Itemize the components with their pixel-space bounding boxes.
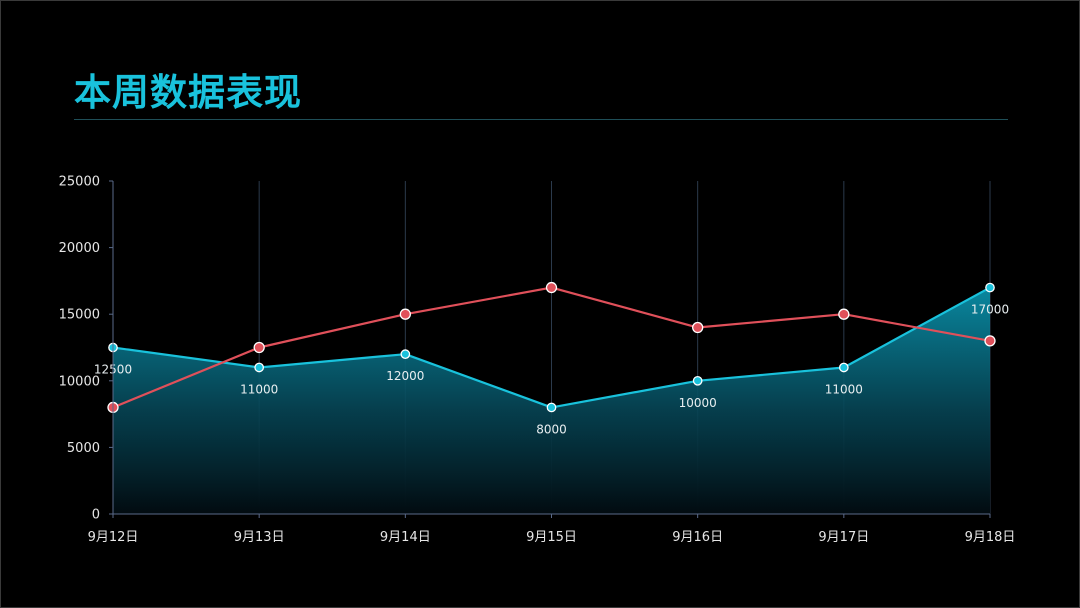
- y-tick-label: 25000: [59, 175, 100, 190]
- data-label: 10000: [679, 396, 717, 410]
- data-label: 12000: [386, 369, 424, 383]
- x-tick-label: 9月17日: [818, 530, 869, 545]
- title-divider: [74, 119, 1008, 120]
- point-layer: [107, 281, 996, 414]
- data-point: [399, 308, 411, 320]
- y-tick-label: 5000: [67, 441, 100, 456]
- data-point: [254, 362, 265, 373]
- data-label: 17000: [971, 303, 1009, 317]
- x-tick-label: 9月15日: [526, 530, 577, 545]
- data-label: 8000: [536, 422, 567, 436]
- y-tick-label: 20000: [59, 241, 100, 256]
- axis-layer: 0 5000 10000 15000 20000 25000 9月12日 9月13日 9月14日…: [59, 175, 1016, 546]
- y-tick-label: 15000: [59, 308, 100, 323]
- data-point: [692, 321, 704, 334]
- y-tick-label: 10000: [59, 374, 100, 389]
- page-title: 本周数据表现: [74, 71, 302, 114]
- data-point: [692, 375, 703, 386]
- data-point: [985, 282, 995, 293]
- x-tick-label: 9月14日: [380, 530, 431, 545]
- data-point: [253, 341, 265, 354]
- x-tick-label: 9月16日: [672, 530, 723, 545]
- data-point: [984, 335, 996, 347]
- data-point: [400, 349, 411, 360]
- x-tick-label: 9月13日: [234, 530, 285, 545]
- y-tick-label: 0: [92, 508, 100, 523]
- x-tick-label: 9月12日: [88, 530, 139, 545]
- data-point: [838, 362, 849, 373]
- data-point: [838, 308, 850, 320]
- series-area-fill: [113, 287, 990, 514]
- data-label: 11000: [825, 382, 863, 396]
- x-tick-label: 9月18日: [965, 530, 1016, 545]
- area-layer: [113, 287, 990, 514]
- data-point: [546, 402, 557, 413]
- data-label: 11000: [240, 382, 278, 396]
- data-point: [545, 281, 558, 294]
